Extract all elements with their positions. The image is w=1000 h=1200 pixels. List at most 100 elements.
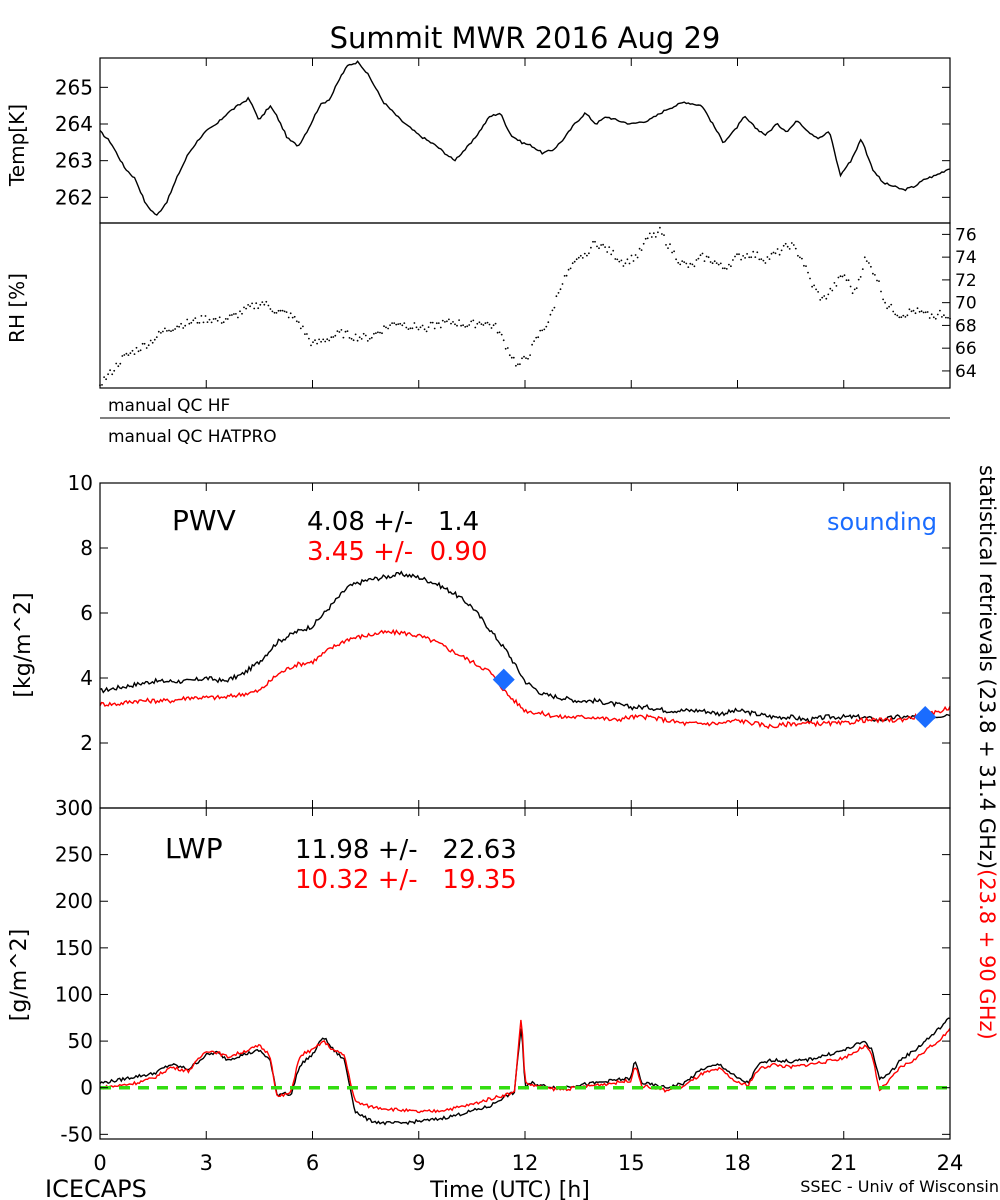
rh-point [555, 295, 558, 298]
rh-point [170, 330, 172, 332]
rh-point [640, 249, 643, 252]
rh-point [413, 322, 416, 324]
rh-point [598, 247, 600, 250]
rh-point [419, 326, 422, 329]
rh-point [184, 324, 187, 327]
rh-point [431, 321, 434, 324]
rh-point [803, 264, 805, 267]
rh-point [494, 322, 497, 325]
rh-point [204, 315, 207, 317]
series-line-hf [99, 570, 951, 724]
rh-point [364, 334, 367, 337]
rh-point [723, 267, 726, 270]
rh-point [813, 284, 815, 287]
rh-point [561, 283, 564, 285]
rh-point [614, 258, 617, 260]
rh-point [496, 331, 499, 334]
sounding-marker [914, 706, 937, 728]
rh-point [681, 260, 684, 262]
rh-point [872, 272, 874, 275]
rh-point [939, 309, 941, 312]
rh-point [149, 339, 152, 342]
rh-point [811, 285, 813, 288]
rh-point [535, 336, 538, 339]
rh-point [289, 312, 292, 315]
rh-point [835, 285, 838, 287]
rh-point [849, 285, 852, 288]
rh-point [243, 306, 245, 309]
rh-point [857, 278, 860, 281]
rh-point [429, 321, 432, 324]
rh-point [882, 298, 884, 301]
rh-point [711, 262, 714, 265]
rh-point [448, 318, 450, 321]
rh-point [596, 245, 598, 248]
rh-point [342, 336, 345, 339]
y-tick-label: 72 [955, 271, 977, 291]
rh-point [162, 330, 164, 333]
rh-point [541, 329, 544, 332]
rh-point [320, 340, 322, 343]
rh-point [299, 327, 302, 330]
x-tick-label: 21 [830, 1151, 857, 1175]
rh-point [577, 256, 580, 259]
rh-point [868, 262, 870, 264]
temperature-ylabel: Temp[K] [5, 104, 29, 187]
rh-point [896, 314, 899, 317]
pwv-series [99, 570, 951, 730]
rh-point [780, 249, 783, 252]
rh-point [354, 333, 357, 336]
rh-point [602, 243, 604, 246]
rh-point [732, 259, 734, 261]
series-line-hatpro [99, 1019, 951, 1114]
rh-point [127, 354, 130, 356]
rh-point [590, 246, 592, 249]
rh-point [316, 342, 318, 345]
rh-point [304, 333, 306, 335]
rh-point [677, 261, 680, 264]
rh-point [667, 247, 669, 250]
rh-point [417, 328, 420, 331]
rh-point [758, 258, 761, 261]
rh-point [421, 324, 424, 327]
rh-point [218, 316, 221, 319]
rh-point [452, 321, 454, 323]
rh-point [119, 362, 122, 365]
rh-point [691, 263, 694, 266]
rh-point [829, 287, 832, 290]
rh-point [433, 327, 436, 330]
rh-plot-frame [99, 222, 951, 389]
rh-point [529, 354, 531, 356]
rh-point [435, 322, 438, 325]
y-tick-label: 64 [955, 362, 977, 382]
rh-point [699, 254, 702, 257]
rh-point [537, 336, 540, 339]
rh-point [831, 289, 834, 292]
pwv-label: PWV [172, 504, 236, 537]
rh-point [472, 319, 475, 322]
rh-point [863, 256, 866, 259]
rh-point [865, 260, 868, 262]
rh-point [665, 244, 667, 246]
rh-point [115, 362, 118, 365]
rh-point [411, 327, 414, 330]
rh-point [837, 276, 840, 279]
rh-point [890, 303, 893, 306]
lwp-label: LWP [165, 832, 223, 865]
rh-point [579, 254, 582, 257]
rh-point [334, 334, 337, 337]
y-tick-label: 0 [80, 796, 93, 820]
rh-point [527, 357, 529, 360]
rh-point [594, 240, 596, 243]
rh-point [805, 265, 807, 267]
rh-point [360, 338, 363, 340]
rh-point [490, 327, 493, 329]
rh-point [557, 292, 560, 294]
rh-point [521, 357, 523, 360]
rh-point [295, 320, 298, 323]
rh-point [214, 317, 217, 320]
rh-point [251, 302, 254, 305]
y-tick-label: 250 [55, 843, 93, 867]
rh-point [762, 259, 765, 262]
rh-point [721, 267, 724, 270]
